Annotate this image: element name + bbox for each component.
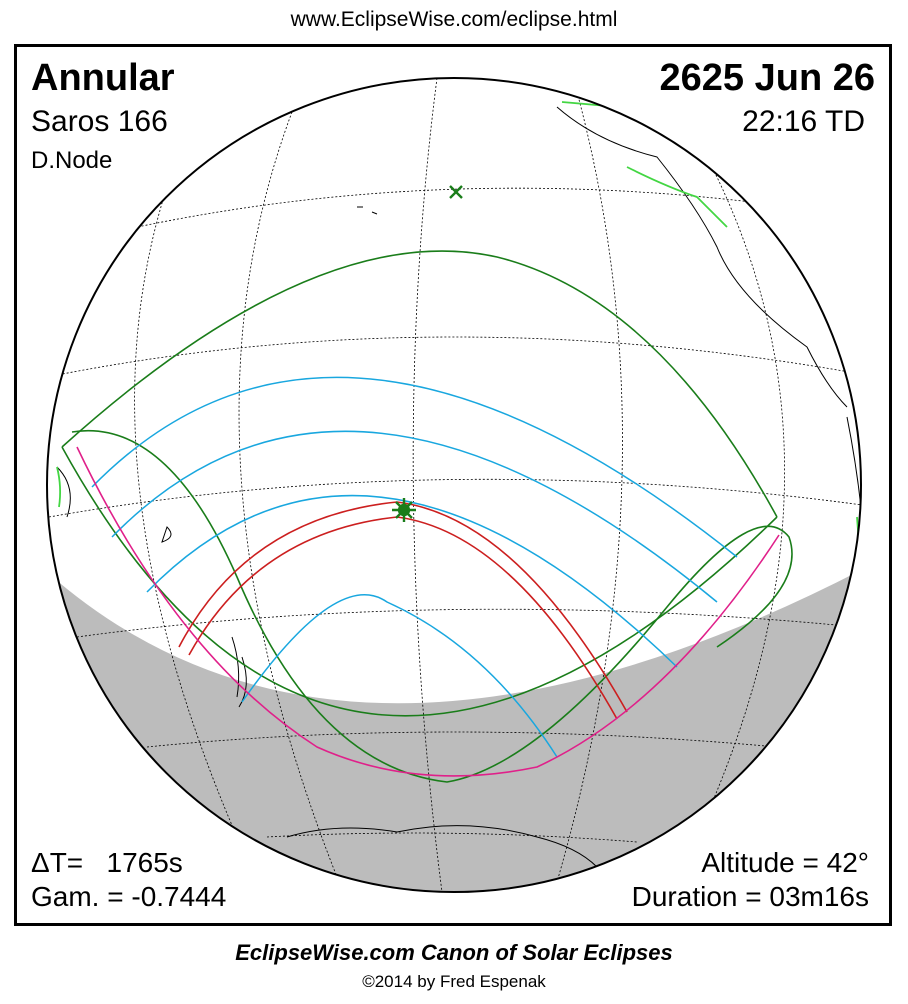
eclipse-map-frame: Annular Saros 166 D.Node 2625 Jun 26 22:… [14,44,892,926]
delta-t: ΔT= 1765s [31,847,183,879]
rise-set-curve [76,446,780,777]
duration-value: Duration = 03m16s [631,881,869,912]
greatest-eclipse-star-icon [392,498,416,522]
footer-copyright: ©2014 by Fred Espenak [362,972,546,991]
graticule [47,78,861,892]
eclipse-date: 2625 Jun 26 [659,57,875,99]
sub-solar-x-icon [449,185,463,199]
altitude-value: Altitude = 42° [701,847,869,878]
penumbral-limits [61,250,793,783]
delta-t-value: 1765s [106,847,183,878]
eclipse-globe-map [46,77,862,893]
saros-number: Saros 166 [31,105,168,138]
node-label: D.Node [31,147,113,174]
globe-outline [46,77,862,893]
source-url: www.EclipseWise.com/eclipse.html [290,8,618,31]
eclipse-time: 22:16 TD [742,105,865,138]
eclipse-type: Annular [31,57,175,99]
footer-title: EclipseWise.com Canon of Solar Eclipses [235,940,673,965]
delta-t-label: ΔT= [31,847,84,878]
gamma-value: Gam. = -0.7444 [31,881,227,912]
partial-bands [91,376,738,758]
